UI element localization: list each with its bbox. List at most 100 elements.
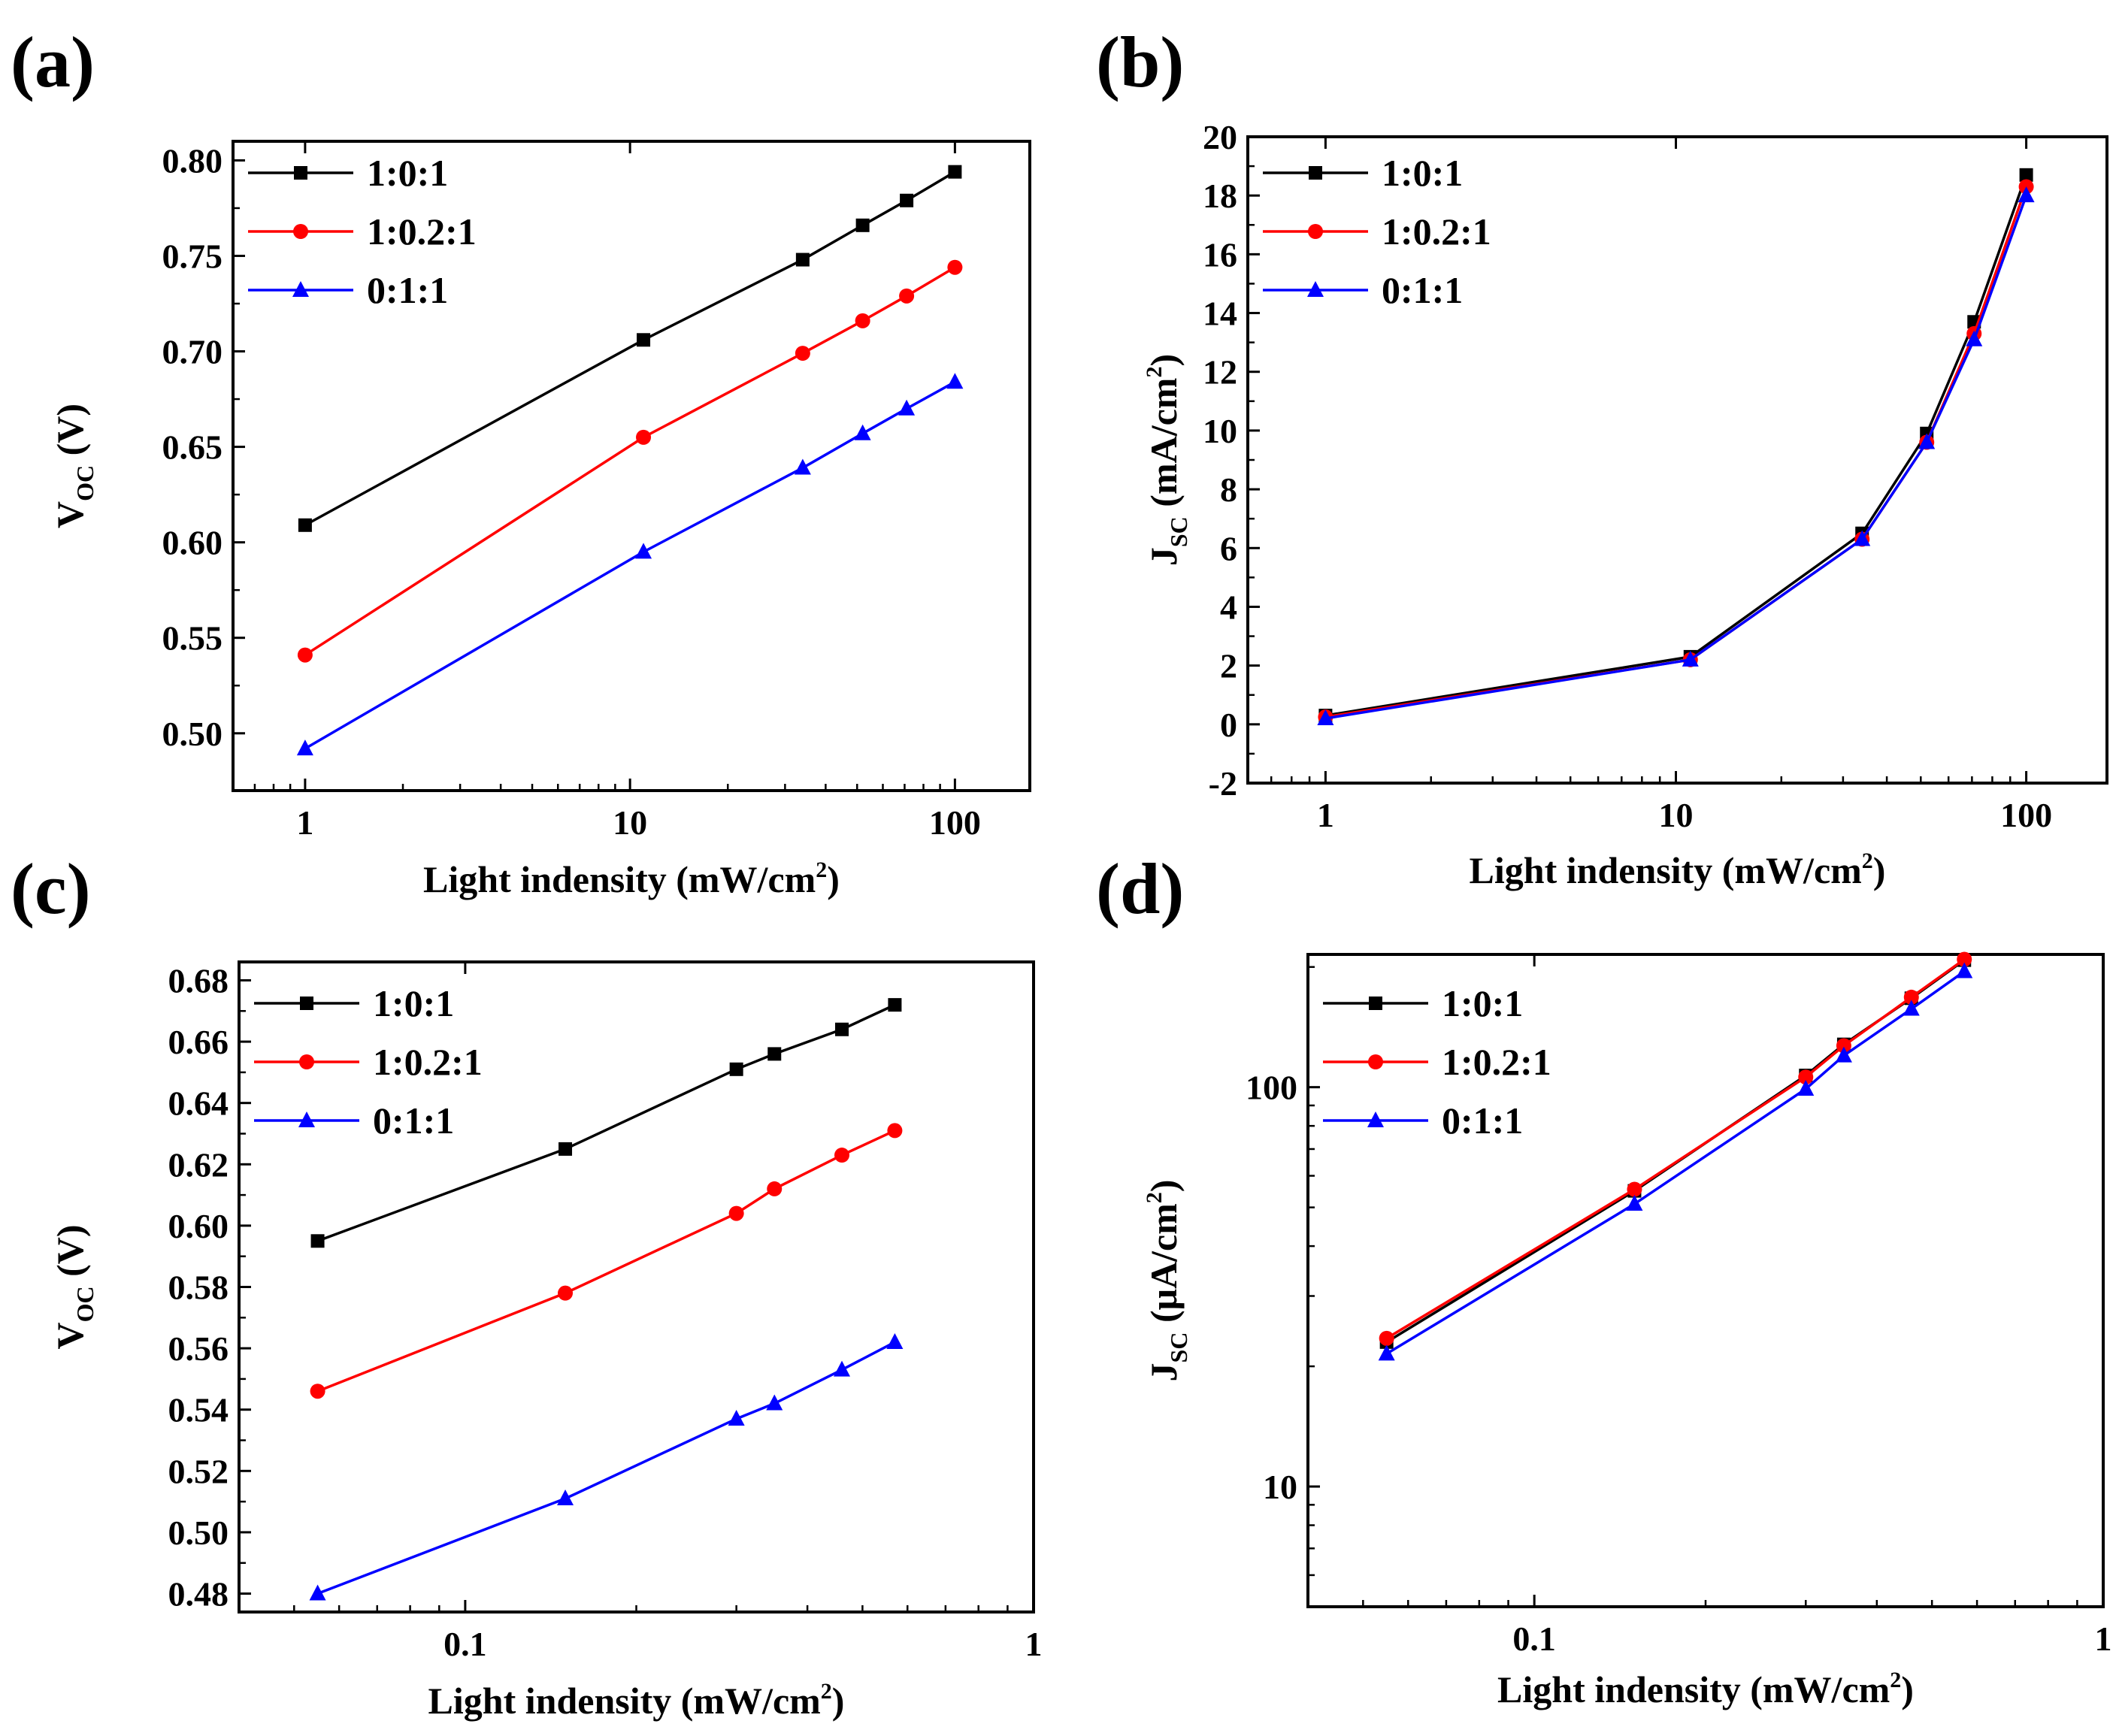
panel-label: (a) xyxy=(11,22,95,102)
data-point xyxy=(310,1234,325,1248)
y-tick-label: 0.68 xyxy=(168,961,229,1000)
plot-frame xyxy=(1246,135,2108,785)
data-point xyxy=(900,193,914,207)
legend-label: 1:0:1 xyxy=(367,152,448,194)
y-tick-label: 10 xyxy=(1263,1468,1297,1506)
x-axis-label-text: Light indensity (mW/cm xyxy=(428,1680,821,1722)
data-point xyxy=(947,259,963,275)
legend-marker xyxy=(299,1054,314,1069)
series-line-1:0.2:1 xyxy=(316,1129,896,1393)
data-point xyxy=(886,1332,904,1349)
legend-marker xyxy=(292,281,309,297)
data-point xyxy=(1626,1195,1643,1211)
y-tick-label: 0.80 xyxy=(162,141,223,180)
y-tick-label: 0.52 xyxy=(168,1452,229,1490)
data-point xyxy=(1682,650,1699,667)
data-point xyxy=(2019,168,2033,182)
data-point xyxy=(2018,186,2035,203)
panel-label: (b) xyxy=(1096,22,1184,102)
x-axis-label-end: ) xyxy=(1901,1668,1914,1710)
y-axis-label-end: ) xyxy=(1143,1180,1185,1193)
y-axis-label-main: V xyxy=(49,1322,91,1349)
y-tick-label: 0.65 xyxy=(162,428,223,467)
x-axis-label-sup: 2 xyxy=(1862,848,1873,873)
series-line-1:0.2:1 xyxy=(1385,958,1966,1340)
x-axis-label: Light indensity (mW/cm2) xyxy=(1470,848,1886,891)
x-tick-label: 1 xyxy=(1025,1625,1043,1663)
y-axis-label-main: J xyxy=(1143,1362,1185,1381)
x-tick-label: 1 xyxy=(296,803,313,842)
x-axis-label-text: Light indensity (mW/cm xyxy=(1470,849,1862,891)
y-tick-label: 0.64 xyxy=(168,1084,229,1123)
data-point xyxy=(795,253,810,267)
y-tick-label: 0.75 xyxy=(162,237,223,275)
series-line-0:1:1 xyxy=(1325,195,2028,720)
y-axis-label-sub: SC xyxy=(1165,1332,1192,1363)
data-point xyxy=(855,218,870,232)
data-point xyxy=(855,313,870,328)
data-point xyxy=(1627,1181,1642,1197)
data-point xyxy=(1378,1344,1395,1361)
series-line-0:1:1 xyxy=(1385,970,1966,1355)
y-tick-label: 12 xyxy=(1203,353,1237,392)
legend-label: 0:1:1 xyxy=(373,1099,454,1142)
data-point xyxy=(834,1148,850,1163)
data-point xyxy=(767,1047,782,1061)
y-axis-label-main: V xyxy=(49,501,91,528)
data-point xyxy=(766,1394,783,1411)
data-point xyxy=(1903,1000,1920,1016)
data-point xyxy=(794,458,811,475)
x-tick-label: 100 xyxy=(929,803,981,842)
x-tick-label: 0.1 xyxy=(1512,1620,1556,1658)
legend-marker xyxy=(1307,281,1324,297)
data-point xyxy=(636,429,652,445)
x-axis-label-sup: 2 xyxy=(816,857,827,882)
x-axis-label-end: ) xyxy=(1873,849,1886,891)
y-tick-label: 18 xyxy=(1203,177,1237,215)
data-point xyxy=(1835,1046,1852,1063)
x-axis-label: Light indensity (mW/cm2) xyxy=(1497,1668,1914,1710)
data-point xyxy=(637,333,651,347)
y-tick-label: 16 xyxy=(1203,235,1237,274)
y-tick-label: 4 xyxy=(1220,588,1237,626)
legend-marker xyxy=(1367,1111,1384,1127)
series-line-1:0:1 xyxy=(316,1003,896,1242)
legend-label: 1:0.2:1 xyxy=(1382,210,1491,253)
y-axis-label-end: ) xyxy=(1143,354,1185,367)
data-point xyxy=(1854,530,1871,546)
y-tick-label: 0.56 xyxy=(168,1329,229,1368)
x-axis-label-text: Light indensity (mW/cm xyxy=(423,858,816,900)
data-point xyxy=(767,1181,783,1196)
y-tick-label: 0.70 xyxy=(162,333,223,371)
x-tick-label: 10 xyxy=(613,803,647,842)
x-tick-label: 100 xyxy=(2000,796,2052,834)
legend-marker xyxy=(293,224,308,239)
y-tick-label: 0.66 xyxy=(168,1023,229,1061)
y-tick-label: 0.62 xyxy=(168,1145,229,1184)
data-point xyxy=(558,1285,574,1301)
legend-marker xyxy=(1369,997,1382,1010)
legend-label: 1:0:1 xyxy=(373,982,454,1024)
y-axis-label: VOC (V) xyxy=(49,1224,98,1349)
data-point xyxy=(1798,1069,1814,1085)
y-axis-label-sub: OC xyxy=(71,1286,98,1322)
data-point xyxy=(899,288,915,304)
legend-label: 1:0.2:1 xyxy=(367,210,477,253)
legend-marker xyxy=(294,166,307,180)
data-point xyxy=(635,543,652,559)
y-axis-label-sub: OC xyxy=(71,465,98,501)
y-tick-label: 0.58 xyxy=(168,1269,229,1307)
data-point xyxy=(1317,709,1334,725)
series-line-1:0:1 xyxy=(1325,174,2028,717)
data-point xyxy=(728,1205,744,1221)
y-tick-label: 14 xyxy=(1203,295,1237,333)
data-point xyxy=(296,739,313,756)
y-tick-label: 0.54 xyxy=(168,1391,229,1429)
data-point xyxy=(1797,1079,1815,1096)
legend-label: 0:1:1 xyxy=(1442,1099,1523,1142)
x-axis-label: Light indensity (mW/cm2) xyxy=(423,857,840,900)
y-axis-label-sup: 2 xyxy=(1142,1192,1167,1203)
legend-label: 0:1:1 xyxy=(1382,269,1463,311)
x-tick-label: 1 xyxy=(1317,796,1334,834)
